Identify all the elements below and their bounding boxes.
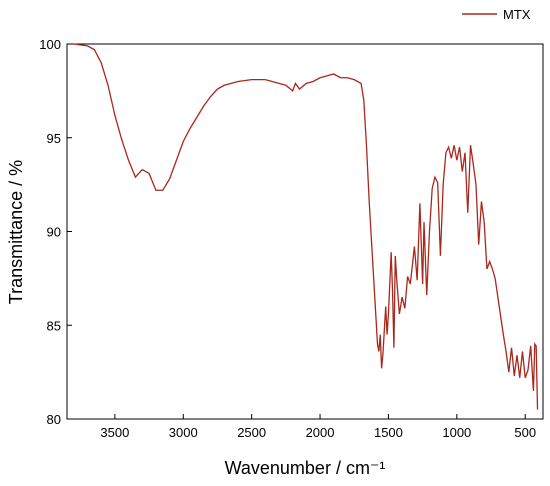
x-tick-label: 1000 — [442, 425, 471, 440]
x-axis-title: Wavenumber / cm⁻¹ — [225, 458, 386, 478]
x-tick-label: 3500 — [100, 425, 129, 440]
y-tick-label: 95 — [47, 131, 61, 146]
y-tick-label: 85 — [47, 318, 61, 333]
x-tick-label: 2000 — [306, 425, 335, 440]
x-tick-label: 500 — [514, 425, 536, 440]
y-axis-title: Transmittance / % — [6, 160, 26, 304]
x-tick-label: 1500 — [374, 425, 403, 440]
y-tick-label: 90 — [47, 225, 61, 240]
legend-label: MTX — [503, 7, 531, 22]
plot-frame — [66, 43, 544, 420]
x-tick-label: 3000 — [169, 425, 198, 440]
y-tick-label: 100 — [39, 37, 61, 52]
x-tick-label: 2500 — [237, 425, 266, 440]
spectrum-line — [73, 43, 539, 410]
y-tick-label: 80 — [47, 412, 61, 427]
